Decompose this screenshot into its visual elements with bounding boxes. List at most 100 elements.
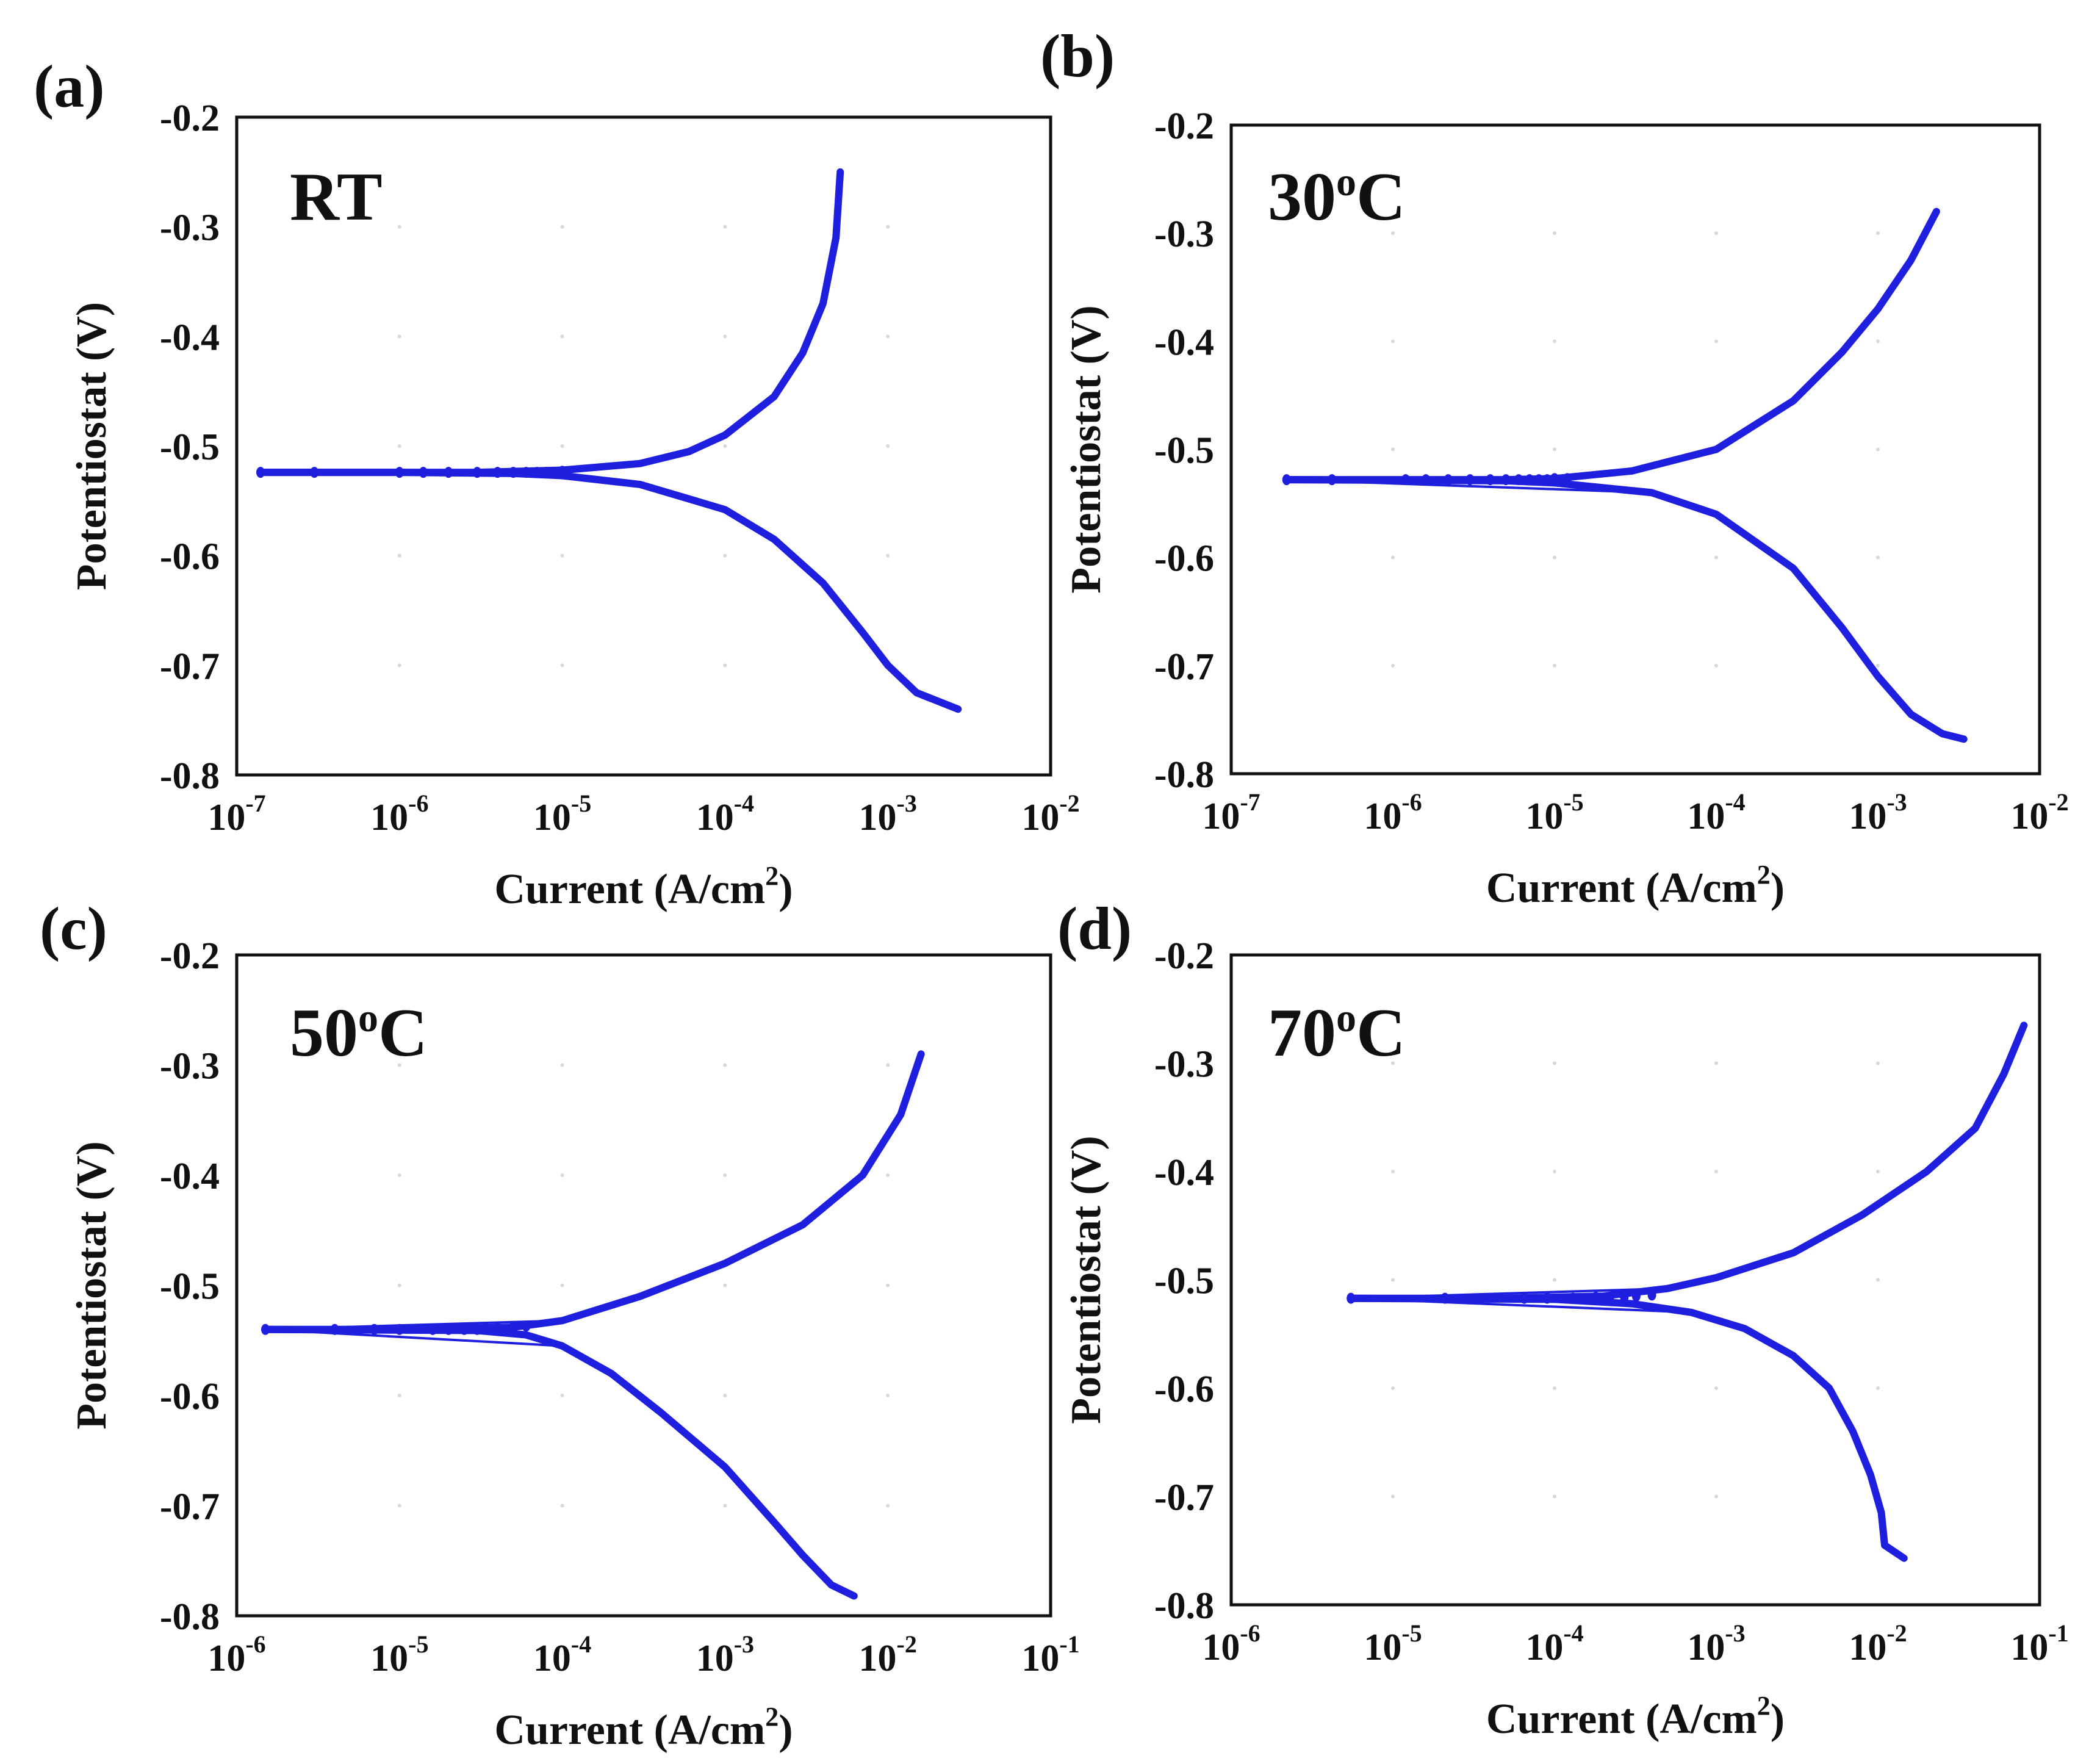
x-tick-label: 10-6: [207, 1630, 265, 1679]
x-tick-base: 10: [533, 1638, 571, 1679]
x-tick-base: 10: [2010, 1627, 2048, 1668]
y-axis-label: Potentiostat (V): [68, 302, 115, 590]
x-tick-base: 10: [1021, 797, 1059, 838]
grid-dot: [560, 1173, 564, 1177]
data-point: [1647, 1289, 1656, 1301]
data-point: [1534, 474, 1544, 486]
grid-dot: [723, 334, 727, 339]
grid-dot: [1714, 663, 1718, 668]
y-tick-label: -0.2: [1154, 935, 1214, 977]
grid-dot: [886, 553, 890, 558]
grid-dot: [560, 1504, 564, 1508]
data-point: [509, 467, 518, 478]
x-tick-label: 10-4: [1525, 1619, 1583, 1668]
grid-dot: [560, 1063, 564, 1067]
y-tick-label: -0.6: [1154, 1369, 1214, 1410]
grid-dot: [1391, 663, 1395, 668]
grid-dot: [560, 663, 564, 668]
x-tick-label: 10-5: [533, 790, 591, 838]
data-point: [493, 467, 502, 478]
x-tick-base: 10: [696, 1638, 734, 1679]
x-tick-exponent: -3: [897, 790, 917, 817]
x-tick-exponent: -6: [1401, 788, 1422, 816]
plot-frame: [235, 953, 1052, 1618]
data-point: [1605, 1291, 1614, 1303]
y-tick-label: -0.8: [1154, 754, 1214, 796]
data-point: [1569, 1292, 1578, 1304]
x-tick-exponent: -6: [1240, 1619, 1260, 1647]
x-tick-base: 10: [1525, 796, 1563, 837]
annotation-degree: o: [358, 996, 378, 1040]
x-axis-label: Current (A/cm2): [1486, 860, 1785, 912]
data-point: [256, 467, 265, 478]
x-axis-label-close: ): [779, 866, 793, 913]
x-axis-label-sup: 2: [1757, 1691, 1771, 1721]
grid-dot: [1876, 1170, 1880, 1173]
data-point: [330, 1323, 339, 1335]
data-point: [1514, 474, 1523, 486]
x-tick-exponent: -6: [408, 790, 428, 817]
x-tick-label: 10-2: [2010, 788, 2068, 837]
grid-dot: [886, 1173, 890, 1177]
data-point: [483, 1323, 492, 1335]
x-tick-exponent: -2: [897, 1630, 917, 1658]
grid-dot: [886, 225, 890, 229]
data-point: [1542, 1292, 1552, 1304]
x-tick-exponent: -6: [245, 1630, 265, 1658]
grid-dot: [560, 334, 564, 339]
data-point: [1562, 473, 1572, 484]
x-axis-label: Current (A/cm2): [1486, 1691, 1785, 1743]
grid-dot: [723, 225, 727, 229]
data-point: [1520, 1292, 1529, 1304]
data-point: [444, 1323, 453, 1335]
grid-dot: [1714, 1061, 1718, 1065]
grid-dot: [1553, 1386, 1556, 1390]
x-tick-base: 10: [1202, 1627, 1240, 1668]
x-axis-label: Current (A/cm2): [494, 861, 793, 913]
data-point: [509, 1322, 518, 1333]
curve-baseline: [265, 1328, 563, 1347]
x-tick-exponent: -4: [1725, 788, 1745, 816]
data-point: [1465, 474, 1475, 486]
x-tick-base: 10: [207, 1638, 245, 1679]
x-tick-base: 10: [1364, 796, 1401, 837]
y-tick-label: -0.8: [1154, 1585, 1214, 1627]
grid-dot: [1876, 1278, 1880, 1282]
cathodic-curve: [1347, 1294, 1908, 1562]
y-tick-label: -0.5: [1154, 1261, 1214, 1302]
grid-dot: [397, 1504, 401, 1508]
x-tick-label: 10-5: [1364, 1619, 1422, 1668]
x-tick-exponent: -1: [2048, 1619, 2068, 1647]
panel-label: (b): [1040, 22, 1115, 90]
annotation-unit: C: [1356, 159, 1406, 235]
data-point: [419, 467, 428, 478]
y-tick-label: -0.4: [1154, 1152, 1214, 1194]
x-axis-label-text: Current (A/cm: [1486, 1696, 1757, 1743]
y-tick-label: -0.2: [160, 98, 220, 139]
grid-dot: [1391, 447, 1395, 452]
temperature-annotation: RT: [290, 159, 383, 235]
x-axis-label-text: Current (A/cm: [494, 1707, 765, 1754]
plot-frame: [1229, 123, 2041, 776]
x-tick-base: 10: [1687, 1627, 1725, 1668]
grid-dot: [397, 1173, 401, 1177]
cathodic-curve: [262, 1325, 858, 1600]
x-tick-label: 10-3: [696, 1630, 754, 1679]
x-tick-label: 10-2: [1849, 1619, 1907, 1668]
x-tick-exponent: -1: [1059, 1630, 1079, 1658]
x-tick-exponent: -5: [1563, 788, 1583, 816]
grid-dot: [1391, 1061, 1395, 1065]
x-tick-exponent: -2: [1059, 790, 1079, 817]
data-point: [1282, 474, 1291, 486]
annotation-base: 50: [290, 995, 358, 1071]
panel-label: (d): [1057, 895, 1132, 962]
grid-dot: [886, 1063, 890, 1067]
x-tick-exponent: -2: [1886, 1619, 1907, 1647]
chart-panel-c: (c)50oC-0.2-0.3-0.4-0.5-0.6-0.7-0.810-6 1…: [40, 895, 1080, 1754]
annotation-base: RT: [290, 159, 383, 235]
y-tick-label: -0.6: [160, 536, 220, 578]
data-point: [1401, 474, 1410, 486]
grid-dot: [1714, 1170, 1718, 1173]
x-tick-label: 10-7: [207, 790, 265, 838]
